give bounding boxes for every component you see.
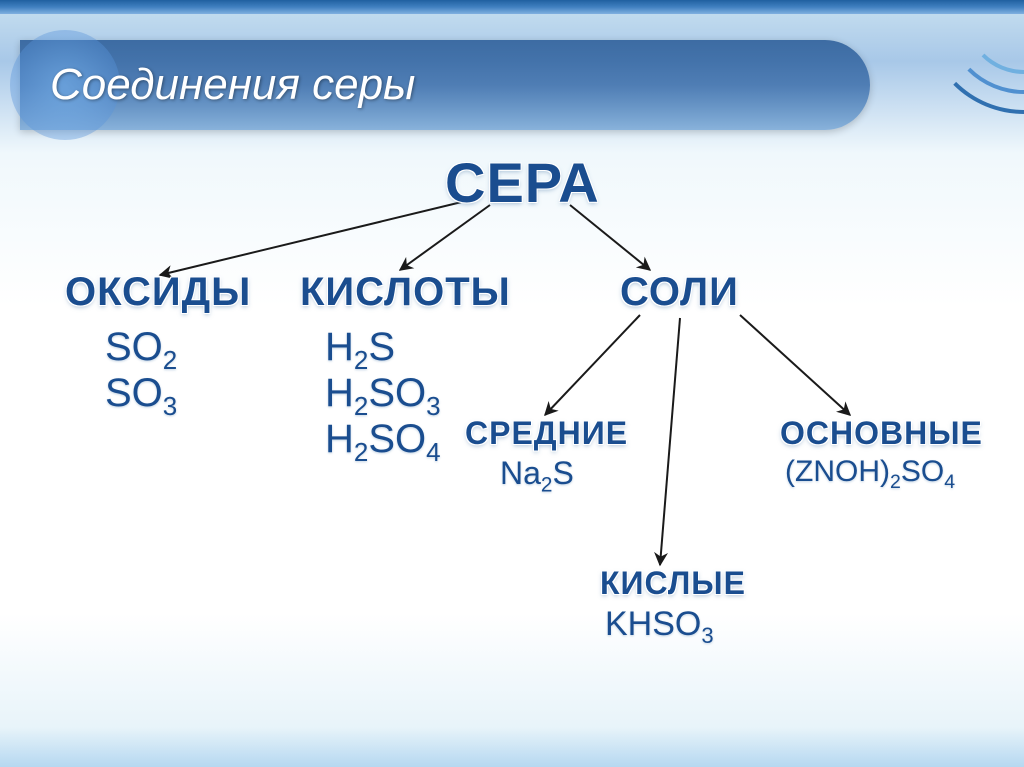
node-salts: СОЛИ (620, 270, 739, 315)
arrow-layer (0, 140, 1024, 767)
node-acids: КИСЛОТЫ (300, 270, 511, 315)
arrow-salts-acidic (660, 318, 680, 565)
formula-basic_list-0: (ZNOH)2SO4 (785, 455, 955, 494)
slide: Соединения серы СЕРА ОКСИДЫ КИСЛОТЫ СОЛИ СРЕ… (0, 0, 1024, 767)
diagram-content: СЕРА ОКСИДЫ КИСЛОТЫ СОЛИ СРЕДНИЕ ОСНОВНЫЕ КИСЛ… (0, 140, 1024, 767)
arrow-salts-basic (740, 315, 850, 415)
node-medium: СРЕДНИЕ (465, 415, 628, 452)
arrow-root-oxides (160, 200, 470, 275)
formula-acids_list-2: H2SO4 (325, 417, 441, 468)
arrow-salts-medium (545, 315, 640, 415)
formula-oxides_list-1: SO3 (105, 371, 177, 422)
corner-decoration (904, 14, 1024, 134)
formula-acids_list-1: H2SO3 (325, 371, 441, 422)
formula-acidic_list-0: KHSO3 (605, 605, 714, 649)
formula-oxides_list-0: SO2 (105, 325, 177, 376)
node-root: СЕРА (445, 150, 600, 215)
top-border (0, 0, 1024, 14)
formula-acids_list-0: H2S (325, 325, 395, 376)
bottom-accent (0, 727, 1024, 767)
title-bar: Соединения серы (20, 40, 870, 130)
node-basic: ОСНОВНЫЕ (780, 415, 983, 452)
slide-title: Соединения серы (50, 60, 415, 110)
formula-medium_list-0: Na2S (500, 455, 574, 497)
node-acidic: КИСЛЫЕ (600, 565, 746, 602)
node-oxides: ОКСИДЫ (65, 270, 251, 315)
